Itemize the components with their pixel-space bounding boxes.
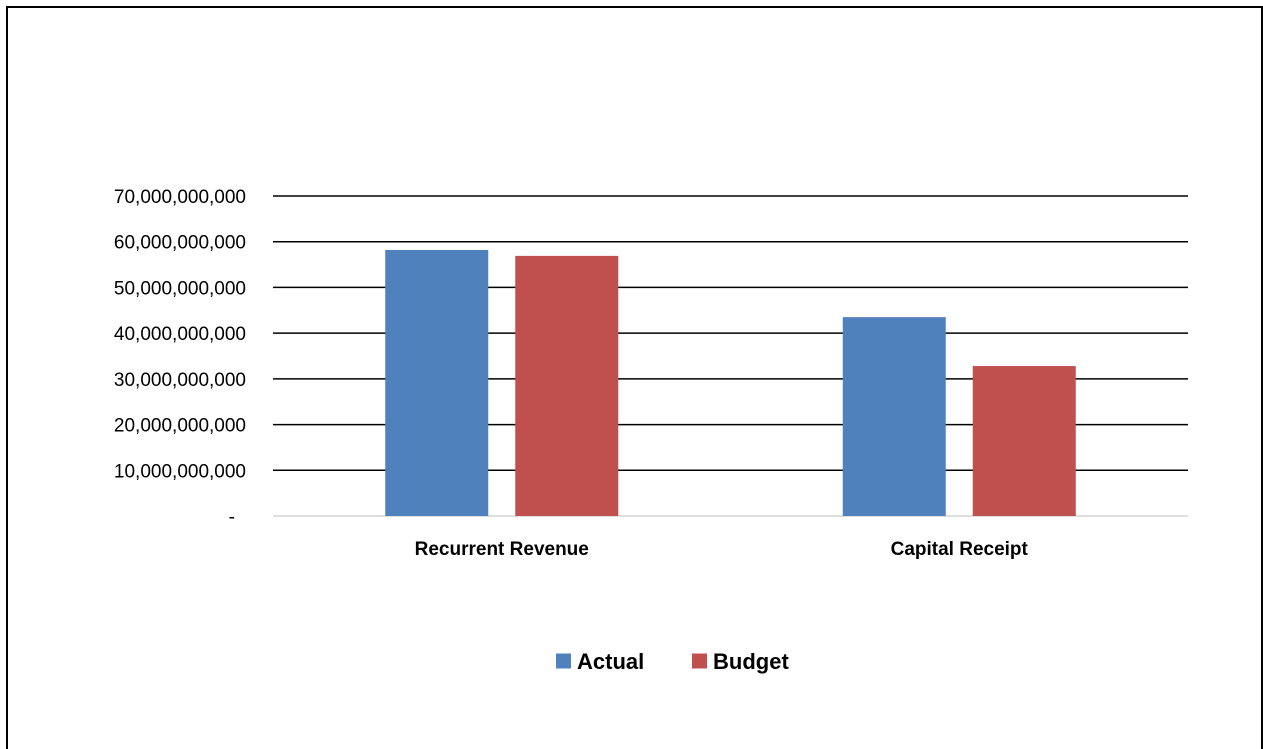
y-tick-label: - [229, 507, 235, 528]
y-tick-label: 70,000,000,000 [114, 187, 246, 208]
y-tick-label: 60,000,000,000 [114, 233, 246, 254]
legend-swatch-budget [692, 653, 707, 669]
x-category-label: Capital Receipt [891, 539, 1029, 560]
y-tick-label: 50,000,000,000 [114, 278, 246, 299]
y-tick-label: 20,000,000,000 [114, 416, 246, 437]
bar-budget-0 [515, 255, 619, 516]
x-category-label: Recurrent Revenue [415, 539, 589, 560]
legend-swatch-actual [556, 653, 571, 669]
y-tick-label: 30,000,000,000 [114, 370, 246, 391]
y-axis-tick-labels: - 10,000,000,000 20,000,000,000 30,000,000,… [114, 187, 246, 528]
bar-budget-1 [972, 366, 1076, 516]
legend: Actual Budget [556, 649, 789, 674]
bars [385, 249, 1076, 516]
bar-actual-0 [385, 249, 489, 516]
x-axis-category-labels: Recurrent Revenue Capital Receipt [415, 539, 1029, 560]
y-tick-label: 40,000,000,000 [114, 324, 246, 345]
bar-actual-1 [842, 317, 946, 516]
legend-label-actual: Actual [577, 649, 644, 674]
legend-label-budget: Budget [713, 649, 789, 674]
y-tick-label: 10,000,000,000 [114, 461, 246, 482]
